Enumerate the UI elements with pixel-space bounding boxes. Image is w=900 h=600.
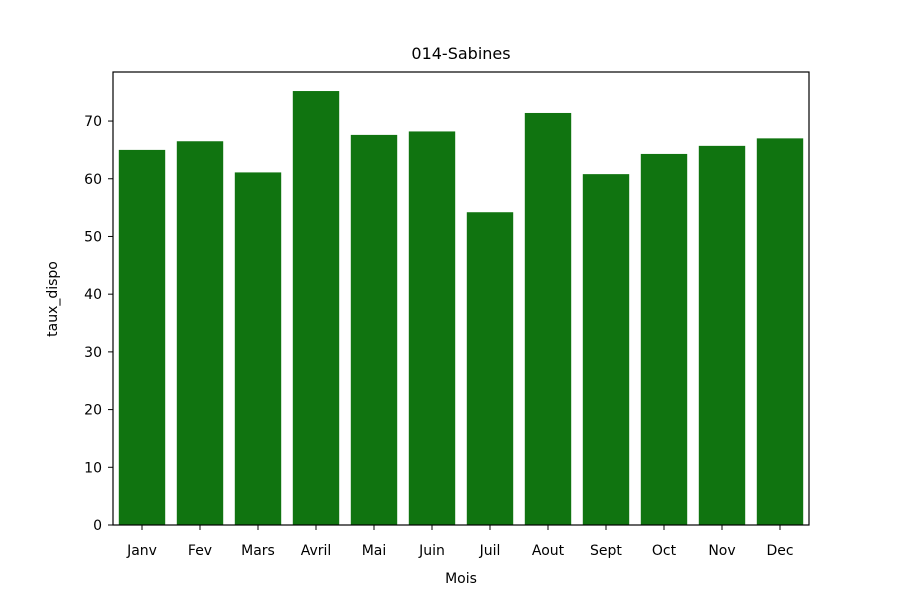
chart-title: 014-Sabines [411,44,510,63]
x-tick-label: Aout [532,543,565,559]
y-tick-label: 70 [84,114,102,130]
x-tick-label: Avril [301,543,332,559]
bar-avril [292,91,340,525]
y-axis: 0 10 20 30 40 50 60 70 [84,114,113,534]
bar-fev [176,141,224,525]
bar-mars [234,172,282,525]
y-tick-label: 10 [84,460,102,476]
bar-juil [466,212,514,526]
x-tick-label: Fev [188,543,212,559]
y-tick-label: 60 [84,172,102,188]
plot-frame [112,71,810,526]
bar-nov [698,145,746,526]
x-tick-label: Sept [590,543,622,559]
x-tick-label: Mai [362,543,387,559]
bar-oct [640,153,688,525]
x-tick-label: Juil [479,543,501,559]
bar-aout [524,112,572,525]
y-tick-label: 0 [93,518,102,534]
y-tick-label: 50 [84,229,102,245]
x-tick-label: Nov [708,543,735,559]
y-tick-label: 20 [84,403,102,419]
bar-juin [408,131,456,525]
bar-dec [756,138,804,526]
y-axis-label: taux_dispo [45,261,61,337]
x-axis-label: Mois [445,571,477,587]
y-tick-label: 40 [84,287,102,303]
bar-janv [118,149,166,525]
x-tick-label: Oct [652,543,677,559]
x-tick-label: Juin [418,543,445,559]
x-tick-label: Dec [766,543,793,559]
bar-mai [350,134,398,525]
x-tick-label: Janv [126,543,157,559]
y-tick-label: 30 [84,345,102,361]
bars-group [118,91,804,526]
x-axis: Janv Fev Mars Avril Mai Juin Juil Aout Sept Oct No… [126,525,794,559]
x-tick-label: Mars [241,543,275,559]
bar-sept [582,174,630,525]
